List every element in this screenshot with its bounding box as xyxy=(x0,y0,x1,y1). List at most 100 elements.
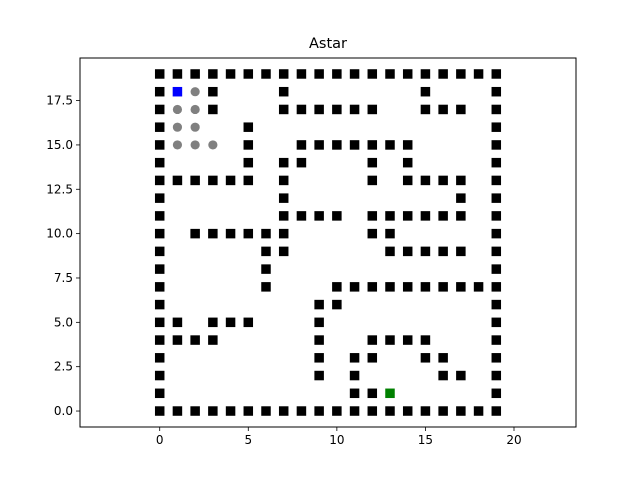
obstacle-point xyxy=(420,104,431,115)
y-tick-label: 7.5 xyxy=(54,271,73,285)
obstacle-point xyxy=(314,140,324,150)
obstacle-point xyxy=(154,69,165,79)
obstacle-point xyxy=(332,211,342,221)
obstacle-point xyxy=(278,157,289,168)
obstacle-point xyxy=(456,370,466,381)
obstacle-point xyxy=(367,140,378,150)
obstacle-point xyxy=(314,69,324,79)
y-tick-label: 5.0 xyxy=(54,315,73,329)
obstacle-point xyxy=(349,353,360,363)
obstacle-point xyxy=(261,264,271,274)
obstacle-point xyxy=(278,211,289,221)
obstacle-point xyxy=(190,406,200,416)
obstacle-point xyxy=(314,211,324,221)
obstacle-point xyxy=(154,211,165,221)
obstacle-point xyxy=(243,317,254,328)
obstacle-point xyxy=(154,317,165,328)
obstacle-point xyxy=(154,264,165,274)
obstacle-point xyxy=(491,104,502,115)
obstacle-point xyxy=(349,104,360,115)
obstacle-point xyxy=(154,157,165,168)
obstacle-point xyxy=(154,370,165,381)
obstacle-point xyxy=(278,193,289,203)
obstacle-point xyxy=(456,69,466,79)
obstacle-point xyxy=(438,104,448,115)
obstacle-point xyxy=(154,388,165,399)
y-tick-label: 0.0 xyxy=(54,404,73,418)
obstacle-point xyxy=(491,228,502,239)
obstacle-point xyxy=(243,69,254,79)
visited-point xyxy=(208,140,218,150)
obstacle-point xyxy=(296,157,307,168)
obstacle-point xyxy=(491,282,502,292)
obstacle-point xyxy=(208,175,218,186)
obstacle-point xyxy=(491,140,502,150)
obstacle-point xyxy=(491,406,502,416)
obstacle-point xyxy=(349,140,360,150)
obstacle-point xyxy=(438,406,448,416)
axes-frame xyxy=(79,57,577,428)
obstacle-point xyxy=(385,246,395,257)
obstacle-point xyxy=(491,122,502,132)
y-tick-label: 2.5 xyxy=(54,360,73,374)
obstacle-point xyxy=(208,406,218,416)
obstacle-point xyxy=(491,335,502,345)
obstacle-point xyxy=(402,157,413,168)
chart-title: Astar xyxy=(309,36,347,52)
obstacle-point xyxy=(349,388,360,399)
obstacle-point xyxy=(278,228,289,239)
obstacle-point xyxy=(456,175,466,186)
x-tick-label: 15 xyxy=(418,433,433,447)
obstacle-point xyxy=(456,406,466,416)
obstacle-point xyxy=(208,228,218,239)
obstacle-point xyxy=(154,86,165,97)
obstacle-point xyxy=(402,211,413,221)
obstacle-point xyxy=(190,175,200,186)
obstacle-point xyxy=(190,335,200,345)
obstacle-point xyxy=(278,246,289,257)
obstacle-point xyxy=(314,104,324,115)
obstacle-point xyxy=(402,69,413,79)
obstacle-point xyxy=(154,193,165,203)
obstacle-point xyxy=(420,69,431,79)
obstacle-point xyxy=(420,211,431,221)
obstacle-point xyxy=(349,69,360,79)
obstacle-point xyxy=(367,69,378,79)
obstacle-point xyxy=(154,353,165,363)
obstacle-point xyxy=(491,299,502,310)
obstacle-point xyxy=(243,122,254,132)
obstacle-point xyxy=(314,353,324,363)
plot-marks xyxy=(154,69,502,416)
obstacle-point xyxy=(314,317,324,328)
obstacle-point xyxy=(278,69,289,79)
obstacle-point xyxy=(154,246,165,257)
obstacle-point xyxy=(332,140,342,150)
obstacle-point xyxy=(491,317,502,328)
obstacle-point xyxy=(190,69,200,79)
obstacle-point xyxy=(225,406,236,416)
obstacle-point xyxy=(367,104,378,115)
obstacle-point xyxy=(473,406,484,416)
obstacle-point xyxy=(491,69,502,79)
obstacle-point xyxy=(296,211,307,221)
obstacle-point xyxy=(402,335,413,345)
visited-point xyxy=(172,140,183,150)
obstacle-point xyxy=(456,104,466,115)
obstacle-point xyxy=(438,370,448,381)
obstacle-point xyxy=(420,246,431,257)
obstacle-point xyxy=(385,282,395,292)
obstacle-point xyxy=(385,211,395,221)
obstacle-point xyxy=(172,406,183,416)
obstacle-point xyxy=(314,406,324,416)
y-tick-label: 12.5 xyxy=(46,182,73,196)
obstacle-point xyxy=(367,282,378,292)
obstacle-point xyxy=(420,282,431,292)
obstacle-point xyxy=(154,406,165,416)
obstacle-point xyxy=(456,246,466,257)
obstacle-point xyxy=(296,104,307,115)
obstacle-point xyxy=(402,246,413,257)
obstacle-point xyxy=(349,370,360,381)
visited-point xyxy=(190,87,200,97)
obstacle-point xyxy=(208,335,218,345)
obstacle-point xyxy=(225,175,236,186)
